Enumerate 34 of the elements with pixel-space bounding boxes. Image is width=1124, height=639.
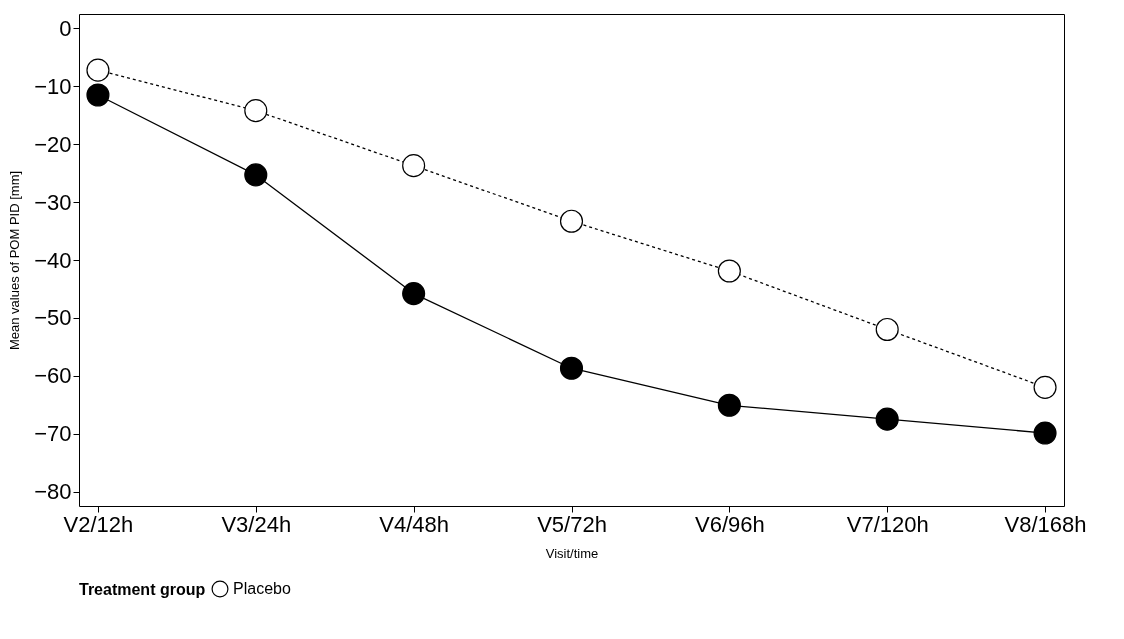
y-tick-label: −50 <box>34 305 72 331</box>
point <box>86 58 110 82</box>
point <box>244 163 268 187</box>
point <box>717 259 741 283</box>
x-tick-label: V2/12h <box>63 511 134 537</box>
point <box>559 209 584 233</box>
x-tick-label: V6/96h <box>694 511 765 537</box>
x-tick-label: V8/168h <box>1004 511 1087 537</box>
x-tick-label: V7/120h <box>846 511 929 537</box>
x-tick-label: V4/48h <box>379 511 450 537</box>
point <box>402 282 426 306</box>
point <box>717 393 741 417</box>
point <box>875 407 899 431</box>
x-tick-label: V3/24h <box>221 511 292 537</box>
y-tick-label: −20 <box>34 131 72 157</box>
y-tick-label: −70 <box>34 421 72 447</box>
y-tick-label: −10 <box>34 73 72 99</box>
point <box>86 83 110 107</box>
y-tick-label: −40 <box>34 247 72 273</box>
legend-label: Placebo <box>233 580 291 597</box>
legend-title: Treatment group <box>79 581 206 598</box>
y-axis-title: Mean values of POM PID [mm] <box>7 170 23 351</box>
x-tick-label: V5/72h <box>537 511 607 537</box>
point <box>1033 421 1057 445</box>
point <box>559 356 584 380</box>
point <box>1033 375 1057 399</box>
y-tick-label: −80 <box>34 479 72 505</box>
point <box>244 99 268 123</box>
point <box>875 317 899 341</box>
y-tick-label: −60 <box>34 363 72 389</box>
point <box>402 154 426 178</box>
y-tick-label: −30 <box>34 189 72 215</box>
x-axis-title: Visit/time <box>545 545 599 561</box>
y-tick-label: 0 <box>59 15 72 41</box>
